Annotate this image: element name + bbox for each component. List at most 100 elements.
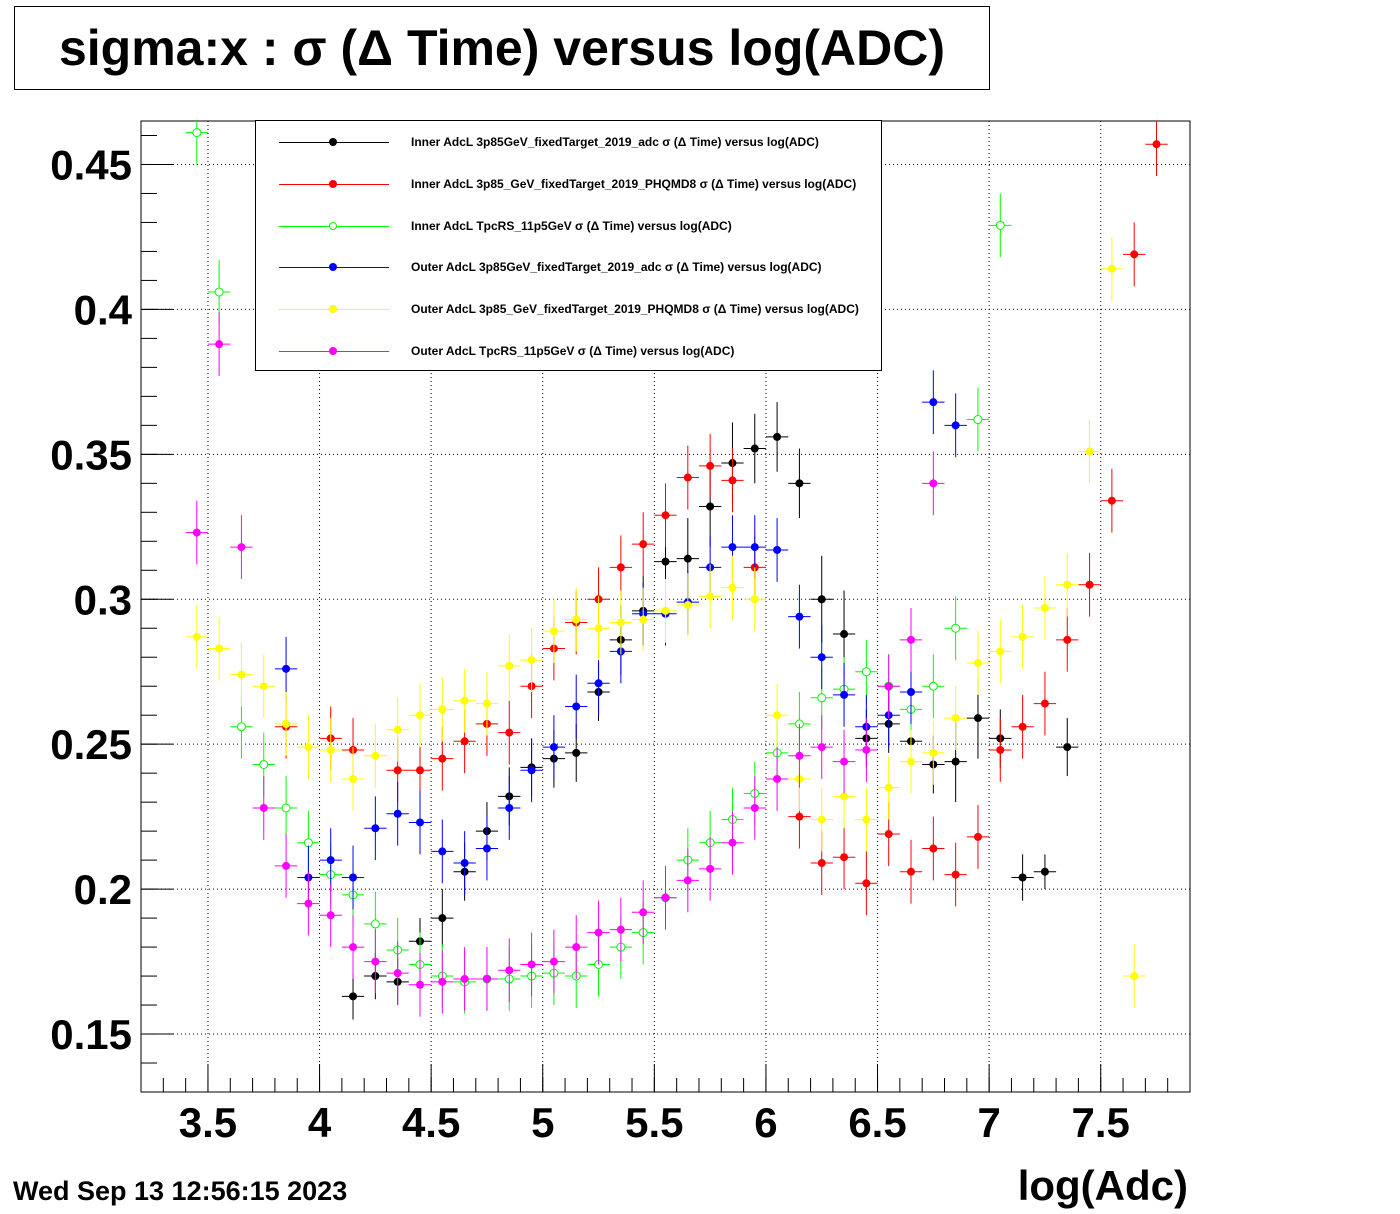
data-point: [572, 615, 581, 624]
data-point: [862, 815, 871, 824]
data-point: [616, 618, 625, 627]
data-point: [639, 908, 648, 917]
data-point: [349, 873, 358, 882]
data-point: [281, 803, 291, 813]
data-point: [1085, 447, 1094, 456]
data-point: [438, 754, 447, 763]
data-point: [259, 803, 268, 812]
title-box: sigma:x : σ (Δ Time) versus log(ADC): [14, 6, 990, 90]
data-point: [415, 711, 424, 720]
data-point: [706, 502, 715, 511]
data-point: [661, 606, 670, 615]
legend-marker: [329, 180, 337, 188]
data-point: [951, 714, 960, 723]
data-point: [996, 745, 1005, 754]
data-point: [438, 977, 447, 986]
y-tick-label: 0.25: [50, 721, 132, 768]
data-point: [907, 867, 916, 876]
data-point: [393, 969, 402, 978]
data-point: [795, 751, 804, 760]
data-point: [527, 766, 536, 775]
data-point: [951, 870, 960, 879]
x-tick-label: 3.5: [179, 1099, 237, 1146]
data-point: [884, 830, 893, 839]
data-point: [259, 759, 269, 769]
data-point: [929, 844, 938, 853]
data-point: [259, 682, 268, 691]
legend: Inner AdcL 3p85GeV_fixedTarget_2019_adc …: [255, 120, 882, 371]
chart-title: sigma:x : σ (Δ Time) versus log(ADC): [58, 20, 946, 76]
data-point: [572, 943, 581, 952]
data-point: [527, 656, 536, 665]
data-point: [1040, 603, 1049, 612]
legend-entry: Outer AdcL 3p85GeV_fixedTarget_2019_adc …: [256, 256, 881, 280]
x-tick-label: 7.5: [1072, 1099, 1130, 1146]
data-point: [773, 432, 782, 441]
axes: 3.5 4 4.5 5 5.5 6 6.5 7 7.5 0.15 0.2 0.25 0.3 0.35 0.4…: [50, 134, 1191, 1146]
legend-entry: Inner AdcL 3p85GeV_fixedTarget_2019_adc …: [256, 131, 881, 155]
data-series: [185, 121, 1168, 1020]
data-point: [728, 543, 737, 552]
data-point: [639, 540, 648, 549]
data-point: [1018, 632, 1027, 641]
data-point: [415, 980, 424, 989]
data-point: [438, 847, 447, 856]
data-point: [995, 220, 1005, 230]
x-tick-label: 6: [754, 1099, 777, 1146]
data-point: [192, 632, 201, 641]
x-tick-label: 4: [308, 1099, 332, 1146]
legend-label: Outer AdcL 3p85GeV_fixedTarget_2019_adc …: [411, 260, 822, 274]
data-point: [907, 688, 916, 697]
data-point: [215, 340, 224, 349]
data-point: [282, 664, 291, 673]
data-point: [973, 659, 982, 668]
data-point: [639, 615, 648, 624]
data-point: [371, 957, 380, 966]
data-point: [706, 864, 715, 873]
data-point: [594, 624, 603, 633]
legend-marker: [329, 347, 337, 355]
data-point: [929, 398, 938, 407]
legend-label: Inner AdcL 3p85_GeV_fixedTarget_2019_PHQ…: [411, 177, 857, 191]
data-point: [215, 644, 224, 653]
data-point: [728, 476, 737, 485]
data-point: [996, 647, 1005, 656]
data-point: [282, 861, 291, 870]
legend-marker: [329, 138, 337, 146]
data-point: [706, 461, 715, 470]
legend-label: Inner AdcL TpcRS_11p5GeV σ (Δ Time) vers…: [411, 219, 732, 233]
data-point: [326, 856, 335, 865]
data-point: [951, 623, 961, 633]
data-point: [706, 592, 715, 601]
data-point: [884, 682, 893, 691]
data-point: [349, 943, 358, 952]
legend-entry: Inner AdcL 3p85_GeV_fixedTarget_2019_PHQ…: [256, 173, 881, 197]
legend-entry: Outer AdcL TpcRS_11p5GeV σ (Δ Time) vers…: [256, 340, 881, 364]
data-point: [549, 957, 558, 966]
data-point: [282, 719, 291, 728]
data-point: [594, 679, 603, 688]
data-point: [1085, 580, 1094, 589]
data-point: [1040, 867, 1049, 876]
legend-entry: Inner AdcL TpcRS_11p5GeV σ (Δ Time) vers…: [256, 215, 881, 239]
data-point: [862, 745, 871, 754]
data-point: [1063, 580, 1072, 589]
legend-label: Outer AdcL TpcRS_11p5GeV σ (Δ Time) vers…: [411, 344, 735, 358]
data-point: [750, 803, 759, 812]
data-point: [817, 595, 826, 604]
x-axis-label: log(Adc): [1017, 1162, 1188, 1209]
y-tick-label: 0.3: [74, 576, 132, 623]
data-point: [572, 702, 581, 711]
legend-marker: [329, 263, 337, 271]
y-tick-label: 0.2: [74, 866, 132, 913]
x-tick-label: 6.5: [848, 1099, 906, 1146]
data-point: [795, 479, 804, 488]
data-point: [370, 919, 380, 929]
data-point: [1107, 496, 1116, 505]
data-point: [393, 725, 402, 734]
data-point: [884, 783, 893, 792]
data-point: [1040, 699, 1049, 708]
data-point: [616, 563, 625, 572]
data-point: [773, 545, 782, 554]
data-point: [326, 745, 335, 754]
